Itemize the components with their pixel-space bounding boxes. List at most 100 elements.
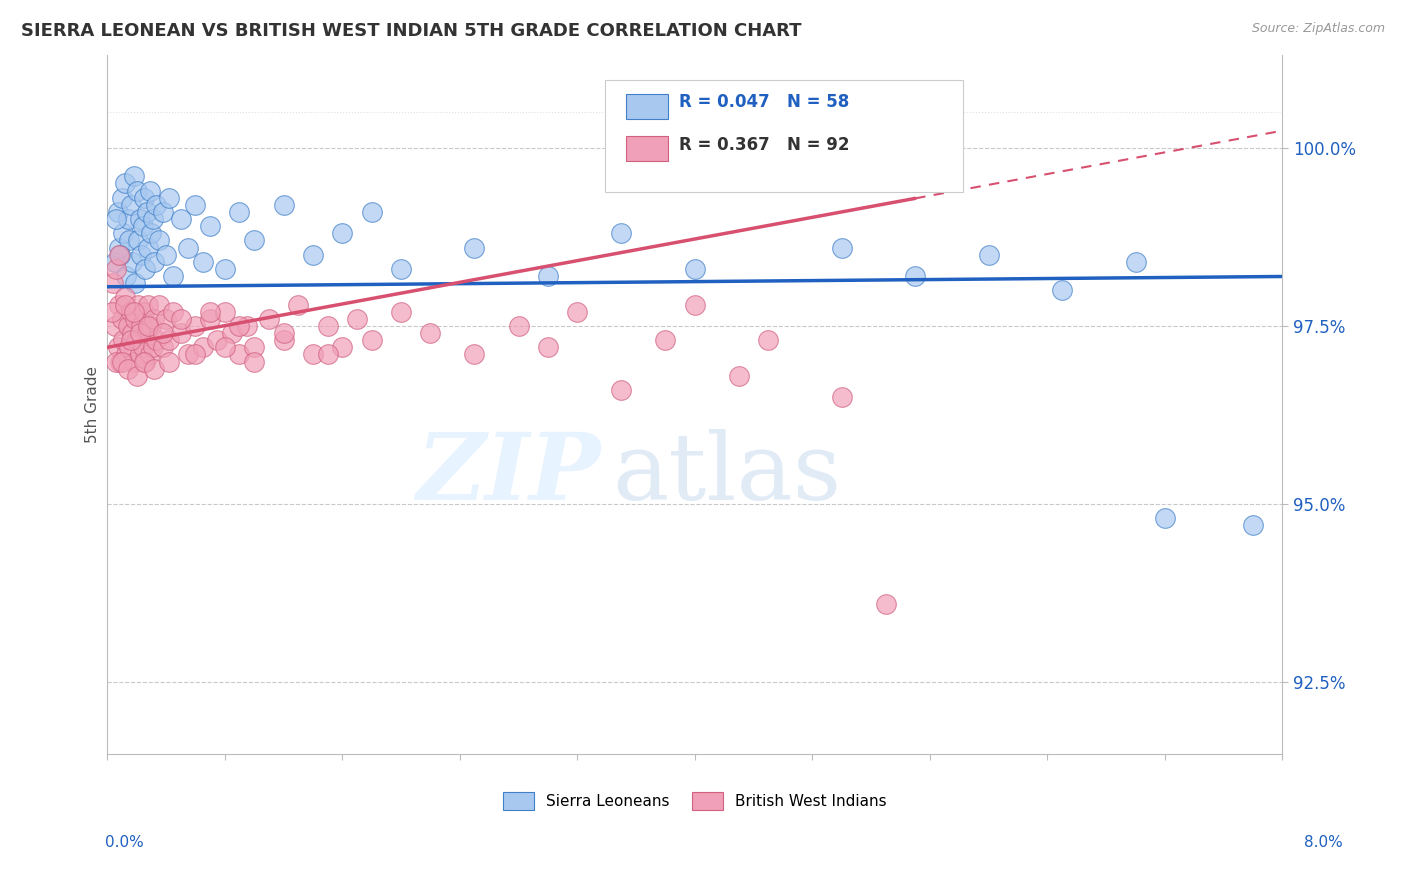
Point (273, 198, 295, 212)
Text: ZIP: ZIP (416, 429, 600, 519)
Point (120, 198, 142, 212)
Point (228, 318, 250, 333)
Point (567, 304, 589, 318)
Point (170, 311, 193, 326)
Point (157, 354, 180, 368)
Point (148, 297, 170, 311)
Point (108, 248, 131, 262)
Point (121, 326, 143, 340)
Point (198, 304, 221, 318)
Point (1125, 254, 1147, 268)
Point (152, 340, 174, 354)
Point (756, 333, 779, 347)
Point (162, 304, 184, 318)
Point (138, 297, 160, 311)
Point (330, 340, 353, 354)
Point (360, 333, 382, 347)
Point (977, 248, 1000, 262)
Point (142, 340, 165, 354)
Point (228, 205, 250, 219)
Point (143, 254, 166, 268)
Point (537, 340, 560, 354)
Point (184, 347, 207, 361)
Point (243, 354, 266, 368)
Point (132, 304, 155, 318)
Point (111, 191, 134, 205)
Point (138, 318, 160, 333)
Point (198, 311, 221, 326)
Point (112, 333, 135, 347)
Point (360, 205, 382, 219)
Point (1241, 518, 1264, 533)
Point (143, 361, 166, 376)
Point (100, 304, 122, 318)
Point (236, 318, 259, 333)
Point (114, 290, 136, 304)
Point (135, 326, 157, 340)
Point (108, 241, 131, 255)
Point (610, 227, 633, 241)
Text: atlas: atlas (613, 429, 842, 519)
Point (207, 333, 229, 347)
Point (127, 234, 149, 248)
Point (273, 333, 295, 347)
Point (120, 333, 142, 347)
Point (214, 340, 236, 354)
Point (131, 219, 153, 234)
Point (122, 304, 145, 318)
Point (132, 191, 155, 205)
Y-axis label: 5th Grade: 5th Grade (86, 366, 100, 442)
Point (117, 361, 139, 376)
Point (145, 198, 167, 212)
Point (125, 333, 148, 347)
Point (273, 326, 295, 340)
Point (114, 297, 136, 311)
Point (122, 354, 145, 368)
Point (124, 311, 146, 326)
Point (105, 212, 128, 227)
Point (132, 354, 155, 368)
Point (904, 268, 927, 283)
Point (139, 184, 162, 198)
Point (108, 297, 131, 311)
Point (257, 311, 280, 326)
Point (104, 254, 127, 268)
Point (121, 254, 143, 268)
Text: R = 0.367   N = 92: R = 0.367 N = 92 (679, 136, 849, 153)
Point (134, 354, 156, 368)
Point (508, 318, 530, 333)
Point (111, 311, 134, 326)
Point (330, 227, 353, 241)
Point (111, 354, 134, 368)
Point (138, 241, 160, 255)
Point (125, 368, 148, 383)
Point (1050, 283, 1073, 297)
Point (152, 326, 174, 340)
Point (228, 347, 250, 361)
Point (128, 326, 150, 340)
Point (142, 212, 165, 227)
Point (114, 177, 136, 191)
Point (141, 227, 163, 241)
Point (129, 248, 152, 262)
Point (107, 340, 129, 354)
Point (120, 304, 142, 318)
Point (184, 198, 207, 212)
Point (143, 311, 166, 326)
Point (118, 340, 141, 354)
Text: 0.0%: 0.0% (105, 836, 145, 850)
Point (389, 304, 412, 318)
Point (127, 297, 149, 311)
Point (157, 191, 180, 205)
Point (177, 241, 200, 255)
Point (162, 268, 184, 283)
Point (287, 297, 309, 311)
Point (537, 268, 560, 283)
Point (683, 297, 706, 311)
Point (105, 261, 128, 276)
Point (128, 212, 150, 227)
Point (135, 205, 157, 219)
Point (198, 219, 221, 234)
Point (463, 347, 485, 361)
Text: R = 0.047   N = 58: R = 0.047 N = 58 (679, 93, 849, 111)
